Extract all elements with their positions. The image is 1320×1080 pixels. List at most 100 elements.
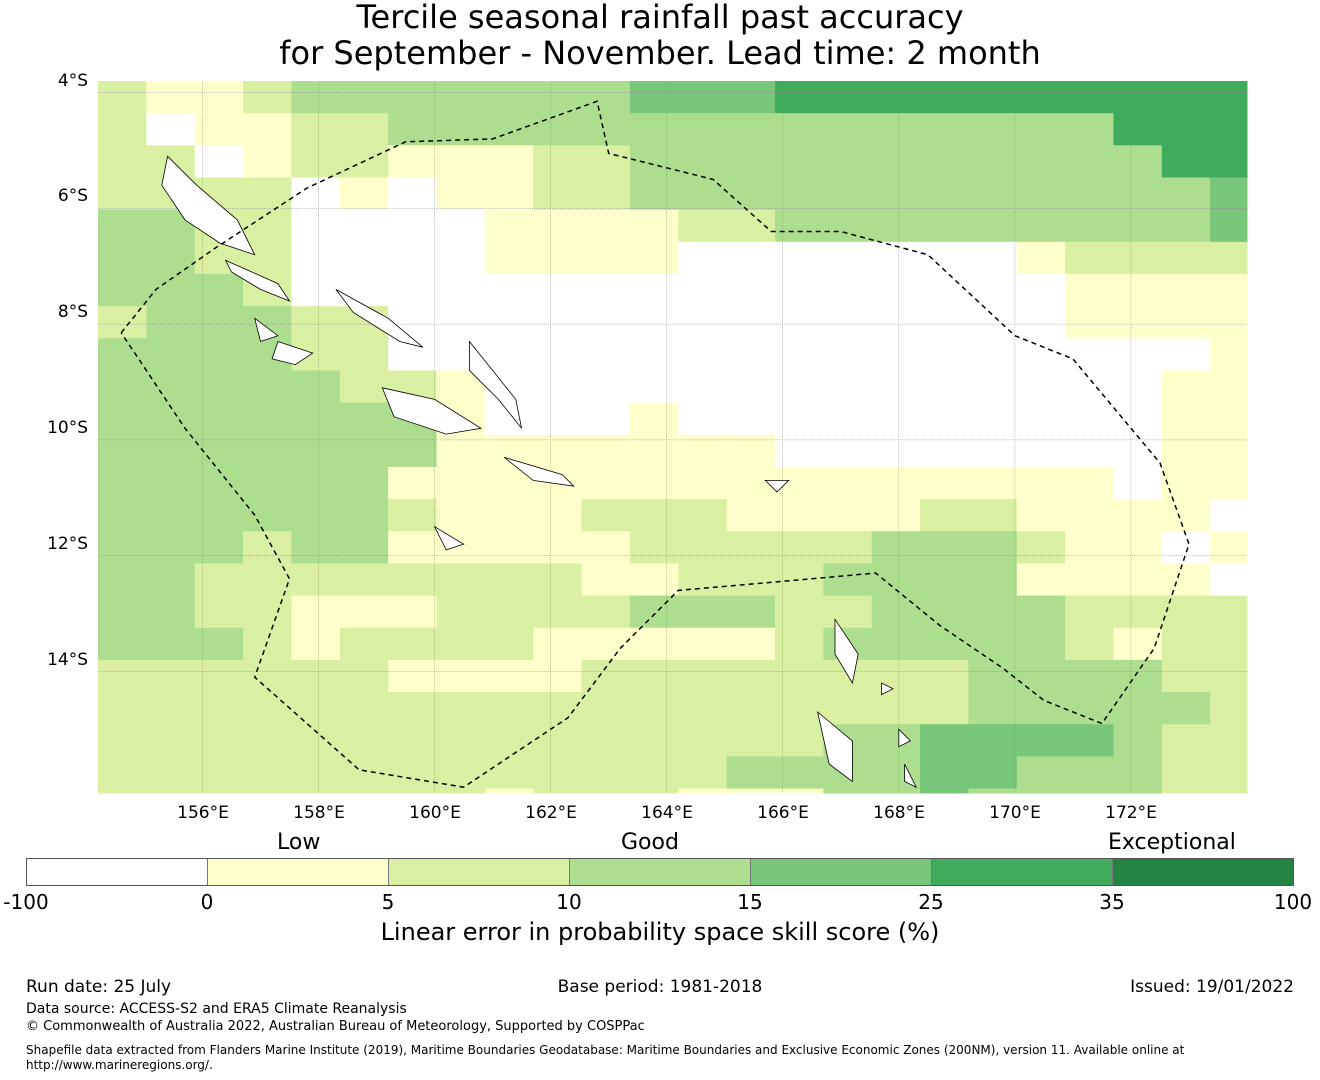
grid-cell	[920, 241, 969, 275]
grid-cell	[436, 466, 486, 500]
grid-cell	[98, 338, 147, 371]
grid-cell	[629, 145, 679, 178]
grid-cell	[920, 788, 969, 794]
grid-cell	[194, 788, 244, 794]
grid-cell	[581, 273, 631, 307]
colorbar-segment-3	[389, 859, 570, 885]
grid-cell	[484, 627, 534, 661]
grid-cell	[339, 627, 389, 661]
grid-cell	[243, 788, 292, 794]
grid-cell	[194, 595, 244, 629]
grid-cell	[146, 659, 196, 693]
grid-cell	[823, 306, 873, 339]
category-low: Low	[277, 830, 321, 855]
grid-cell	[823, 241, 873, 275]
lat-label-6s: 6°S	[57, 186, 88, 206]
grid-cell	[194, 402, 244, 436]
lon-label-172e: 172°E	[1105, 803, 1157, 823]
grid-cell	[388, 466, 437, 500]
colorbar-segment-6	[932, 859, 1113, 885]
grid-cell	[920, 81, 969, 114]
grid-cell	[436, 692, 486, 725]
grid-cell	[629, 531, 679, 564]
grid-cell	[581, 595, 631, 629]
grid-cell	[968, 241, 1018, 275]
grid-cell	[243, 499, 292, 532]
grid-cell	[726, 627, 776, 661]
grid-cell	[1065, 81, 1114, 114]
grid-cell	[533, 531, 583, 564]
grid-cell	[484, 306, 534, 339]
grid-cell	[581, 692, 631, 725]
grid-cell	[388, 434, 437, 468]
grid-cell	[1210, 724, 1248, 757]
grid-cell	[1016, 563, 1066, 597]
grid-cell	[533, 338, 583, 371]
grid-cell	[726, 145, 776, 178]
grid-cell	[1016, 788, 1066, 794]
grid-cell	[484, 434, 534, 468]
grid-cell	[484, 595, 534, 629]
grid-cell	[581, 145, 631, 178]
grid-cell	[339, 209, 389, 243]
grid-cell	[774, 692, 824, 725]
grid-cell	[98, 595, 147, 629]
colorbar-tick: -100	[3, 890, 49, 914]
grid-cell	[726, 370, 776, 404]
lon-label-156e: 156°E	[177, 803, 229, 823]
grid-cell	[533, 209, 583, 243]
grid-cell	[484, 531, 534, 564]
grid-cell	[194, 338, 244, 371]
grid-cell	[968, 531, 1018, 564]
grid-cell	[194, 627, 244, 661]
chart-title-line2: for September - November. Lead time: 2 m…	[279, 34, 1041, 72]
grid-cell	[388, 692, 437, 725]
grid-cell	[1065, 788, 1114, 794]
grid-cell	[629, 563, 679, 597]
grid-cell	[1113, 306, 1163, 339]
grid-cell	[968, 499, 1018, 532]
grid-cell	[243, 370, 292, 404]
grid-cell	[98, 145, 147, 178]
grid-cell	[146, 113, 196, 146]
grid-cell	[98, 241, 147, 275]
grid-cell	[1065, 177, 1114, 211]
grid-cell	[388, 756, 437, 790]
grid-cell	[678, 531, 728, 564]
grid-cell	[629, 402, 679, 436]
grid-cell	[678, 402, 728, 436]
grid-cell	[968, 692, 1018, 725]
grid-cell	[484, 788, 534, 794]
grid-cell	[678, 370, 728, 404]
grid-cell	[1113, 81, 1163, 114]
colorbar-tick: 5	[381, 890, 395, 914]
grid-cell	[774, 306, 824, 339]
grid-cell	[1113, 113, 1163, 146]
colorbar-tick: 35	[1099, 890, 1125, 914]
grid-cell	[388, 209, 437, 243]
grid-cell	[533, 306, 583, 339]
grid-cell	[146, 499, 196, 532]
grid-cell	[920, 659, 969, 693]
grid-cell	[1016, 241, 1066, 275]
grid-cell	[629, 209, 679, 243]
grid-cell	[484, 273, 534, 307]
grid-cell	[533, 563, 583, 597]
grid-cell	[678, 499, 728, 532]
grid-cell	[581, 338, 631, 371]
grid-cell	[1210, 659, 1248, 693]
grid-cell	[1161, 595, 1211, 629]
grid-cell	[871, 659, 921, 693]
grid-cell	[581, 177, 631, 211]
grid-cell	[243, 466, 292, 500]
grid-cell	[1113, 209, 1163, 243]
grid-cell	[243, 531, 292, 564]
grid-cell	[581, 113, 631, 146]
grid-cell	[1113, 402, 1163, 436]
lon-label-168e: 168°E	[873, 803, 925, 823]
grid-cell	[823, 81, 873, 114]
grid-cell	[629, 627, 679, 661]
grid-cell	[98, 659, 147, 693]
island-outline	[161, 155, 256, 256]
grid-cell	[98, 788, 147, 794]
